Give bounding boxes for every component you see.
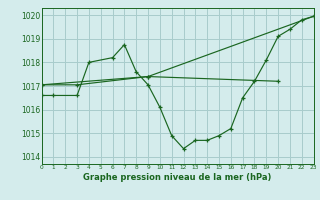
X-axis label: Graphe pression niveau de la mer (hPa): Graphe pression niveau de la mer (hPa) — [84, 173, 272, 182]
